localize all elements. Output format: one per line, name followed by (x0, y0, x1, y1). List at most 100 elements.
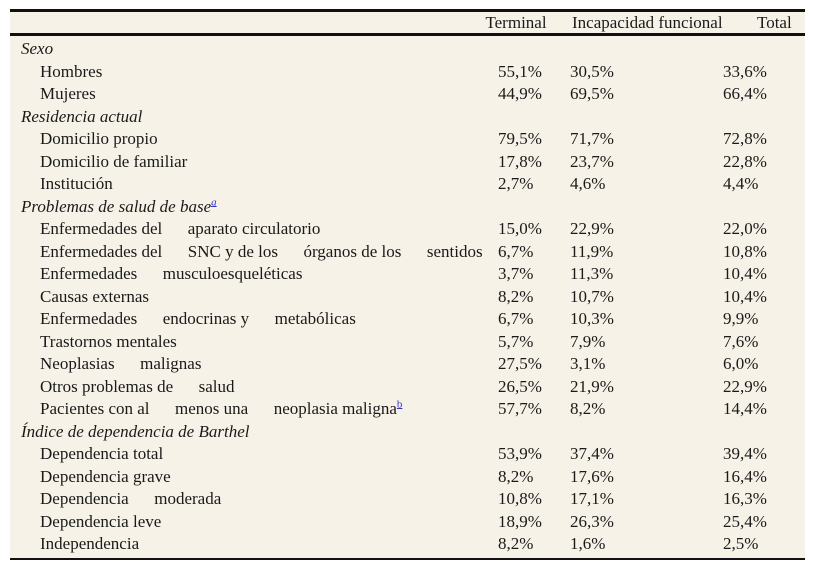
table-row: Neoplasias malignas 27,5% 3,1% 6,0% (10, 353, 805, 376)
value-total: 2,5% (723, 534, 759, 553)
value-incapacidad: 37,4% (570, 444, 614, 463)
value-incapacidad: 8,2% (570, 399, 606, 418)
value-incapacidad: 4,6% (570, 174, 606, 193)
row-label: Enfermedades musculoesqueléticas (40, 264, 303, 283)
row-label: Hombres (40, 61, 103, 81)
row-label: Causas externas (40, 286, 150, 306)
section-row: Índice de dependencia de Barthel (10, 421, 805, 444)
value-total: 4,4% (723, 174, 759, 193)
row-label: Domicilio propio (40, 129, 158, 148)
statistics-table: Terminal Incapacidad funcional Total Sex… (10, 9, 805, 560)
value-incapacidad: 26,3% (570, 511, 614, 531)
table-row: Hombres 55,1% 30,5% 33,6% (10, 61, 805, 84)
section-row: Problemas de salud de basea (10, 196, 805, 219)
section-title: Problemas de salud de basea (21, 195, 217, 216)
value-terminal: 5,7% (498, 331, 534, 351)
row-label: Neoplasias malignas (40, 354, 202, 373)
value-terminal: 10,8% (498, 489, 542, 508)
col-header-incapacidad-funcional: Incapacidad funcional (572, 13, 723, 32)
value-terminal: 17,8% (498, 151, 542, 171)
value-total: 22,9% (723, 376, 767, 396)
row-label: Dependencia grave (40, 466, 171, 486)
value-incapacidad: 10,7% (570, 286, 614, 306)
value-total: 10,4% (723, 286, 767, 306)
value-total: 10,8% (723, 241, 767, 261)
value-terminal: 8,2% (498, 286, 534, 306)
row-label: Enfermedades endocrinas y metabólicas (40, 309, 356, 328)
value-terminal: 8,2% (498, 534, 534, 553)
value-terminal: 44,9% (498, 84, 542, 103)
value-total: 9,9% (723, 309, 759, 328)
value-total: 33,6% (723, 61, 767, 81)
value-terminal: 26,5% (498, 376, 542, 396)
value-terminal: 6,7% (498, 241, 534, 261)
value-total: 16,3% (723, 489, 767, 508)
table-row: Dependencia grave 8,2% 17,6% 16,4% (10, 466, 805, 489)
value-total: 16,4% (723, 466, 767, 486)
row-label: Dependencia total (40, 444, 164, 463)
value-incapacidad: 30,5% (570, 61, 614, 81)
value-incapacidad: 22,9% (570, 219, 614, 238)
table-row: Dependencia moderada 10,8% 17,1% 16,3% (10, 488, 805, 511)
footnote-link-a[interactable]: a (211, 195, 217, 208)
value-incapacidad: 69,5% (570, 84, 614, 103)
table-row: Enfermedades endocrinas y metabólicas 6,7… (10, 308, 805, 331)
table-row: Mujeres 44,9% 69,5% 66,4% (10, 83, 805, 106)
table-row: Enfermedades musculoesqueléticas 3,7% 11,3… (10, 263, 805, 286)
value-incapacidad: 7,9% (570, 331, 606, 351)
table-row: Pacientes con al menos una neoplasia mal… (10, 398, 805, 421)
value-terminal: 18,9% (498, 511, 542, 531)
value-terminal: 79,5% (498, 129, 542, 148)
table-row: Enfermedades del aparato circulatorio 15,… (10, 218, 805, 241)
table-row: Trastornos mentales 5,7% 7,9% 7,6% (10, 331, 805, 354)
value-total: 14,4% (723, 399, 767, 418)
value-total: 22,8% (723, 151, 767, 171)
value-incapacidad: 3,1% (570, 354, 606, 373)
table-row: Independencia 8,2% 1,6% 2,5% (10, 533, 805, 556)
section-title: Residencia actual (21, 106, 143, 126)
table-row: Dependencia total 53,9% 37,4% 39,4% (10, 443, 805, 466)
table-header-row: Terminal Incapacidad funcional Total (10, 12, 805, 36)
row-label: Institución (40, 174, 113, 193)
value-terminal: 15,0% (498, 219, 542, 238)
value-terminal: 55,1% (498, 61, 542, 81)
row-label: Dependencia moderada (40, 489, 222, 508)
section-row: Residencia actual (10, 106, 805, 129)
value-total: 10,4% (723, 264, 767, 283)
table-row: Causas externas 8,2% 10,7% 10,4% (10, 286, 805, 309)
value-terminal: 2,7% (498, 174, 534, 193)
section-row: Sexo (10, 38, 805, 61)
value-total: 72,8% (723, 129, 767, 148)
row-label: Independencia (40, 534, 140, 553)
value-incapacidad: 23,7% (570, 151, 614, 171)
row-label: Enfermedades del SNC y de los órganos de… (40, 241, 483, 261)
table-row: Dependencia leve 18,9% 26,3% 25,4% (10, 511, 805, 534)
value-terminal: 57,7% (498, 399, 542, 418)
row-label: Domicilio de familiar (40, 151, 188, 171)
section-title: Índice de dependencia de Barthel (21, 421, 250, 441)
table-row: Institución 2,7% 4,6% 4,4% (10, 173, 805, 196)
table-row: Domicilio propio 79,5% 71,7% 72,8% (10, 128, 805, 151)
value-terminal: 6,7% (498, 309, 534, 328)
value-terminal: 53,9% (498, 444, 542, 463)
footnote-link-b[interactable]: b (396, 398, 403, 411)
value-incapacidad: 21,9% (570, 376, 614, 396)
value-total: 22,0% (723, 219, 767, 238)
value-total: 39,4% (723, 444, 767, 463)
value-total: 6,0% (723, 354, 759, 373)
value-terminal: 3,7% (498, 264, 534, 283)
value-incapacidad: 71,7% (570, 129, 614, 148)
section-title: Sexo (21, 39, 54, 58)
value-incapacidad: 11,3% (570, 264, 614, 283)
row-label: Dependencia leve (40, 511, 162, 531)
table-row: Enfermedades del SNC y de los órganos de… (10, 241, 805, 264)
table-row: Domicilio de familiar 17,8% 23,7% 22,8% (10, 151, 805, 174)
value-total: 25,4% (723, 511, 767, 531)
value-total: 66,4% (723, 84, 767, 103)
table-row: Otros problemas de salud 26,5% 21,9% 22,9% (10, 376, 805, 399)
value-total: 7,6% (723, 331, 759, 351)
value-incapacidad: 11,9% (570, 241, 614, 261)
col-header-total: Total (757, 13, 792, 32)
row-label: Enfermedades del aparato circulatorio (40, 219, 321, 238)
